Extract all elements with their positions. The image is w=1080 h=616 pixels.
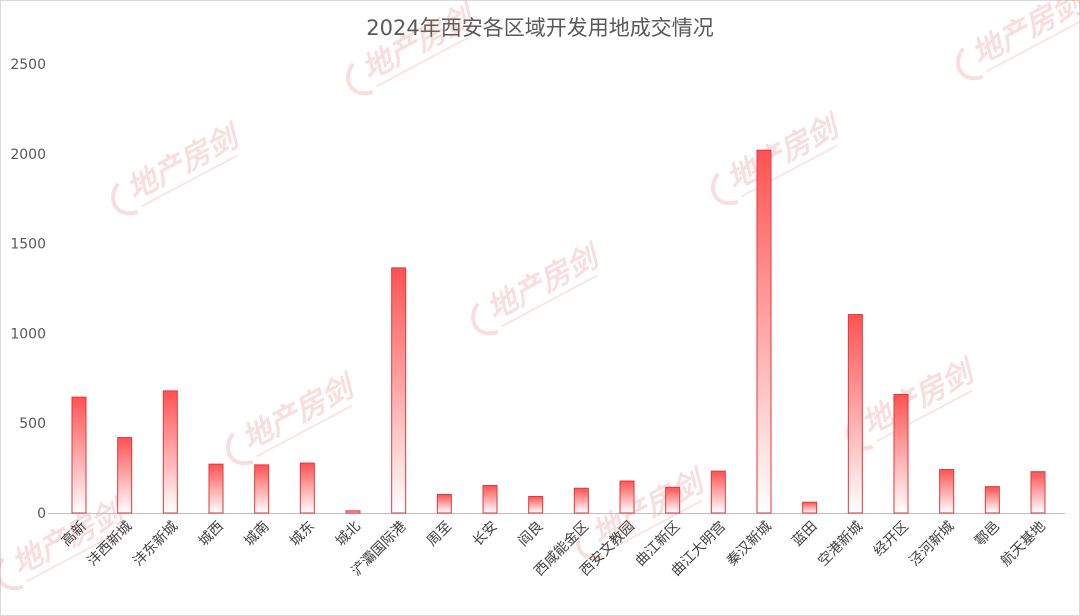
watermark-logo: 地产房剑: [226, 368, 363, 466]
svg-text:地产房剑: 地产房剑: [236, 368, 363, 458]
y-tick-label: 2000: [10, 147, 46, 163]
bar: [528, 495, 544, 514]
x-tick-label: 周至: [424, 519, 455, 550]
bar: [710, 470, 726, 514]
y-tick-label: 500: [19, 416, 46, 432]
x-tick-label: 城南: [241, 519, 272, 550]
x-tick-label: 沣东新城: [130, 519, 181, 570]
bar: [117, 437, 133, 514]
bar: [436, 494, 452, 514]
chart-title: 2024年西安各区域开发用地成交情况: [366, 16, 713, 40]
bar: [208, 463, 224, 514]
y-tick-label: 2500: [10, 57, 46, 73]
bar: [939, 469, 955, 514]
bar: [299, 462, 315, 514]
x-tick-label: 鄠邑: [972, 519, 1003, 550]
x-tick-label: 空港新城: [815, 519, 866, 570]
bar: [391, 267, 407, 514]
x-tick-label: 经开区: [871, 519, 912, 560]
bar: [482, 485, 498, 514]
bar: [345, 510, 361, 514]
bar: [756, 149, 772, 514]
bar: [847, 314, 863, 514]
bar: [665, 486, 681, 514]
bar: [162, 390, 178, 514]
bar: [984, 486, 1000, 514]
x-tick-label: 航天基地: [997, 518, 1049, 570]
bar: [802, 501, 818, 514]
x-tick-label: 秦汉新城: [724, 519, 775, 570]
svg-text:地产房剑: 地产房剑: [121, 118, 248, 208]
bars-group: [71, 149, 1046, 514]
watermark-logo: 地产房剑: [711, 108, 848, 206]
svg-text:地产房剑: 地产房剑: [481, 238, 608, 328]
x-tick-label: 城西: [196, 519, 227, 550]
x-tick-label: 长安: [470, 519, 501, 550]
svg-text:地产房剑: 地产房剑: [721, 108, 848, 198]
bar: [71, 396, 87, 514]
bar: [893, 393, 909, 514]
bar: [619, 480, 635, 514]
watermark-logo: 地产房剑: [346, 0, 483, 96]
x-tick-label: 泾河新城: [907, 519, 958, 570]
y-tick-label: 0: [37, 506, 46, 522]
svg-text:地产房剑: 地产房剑: [356, 0, 483, 87]
x-tick-label: 阎良: [515, 519, 546, 550]
watermark-logo: 地产房剑: [471, 238, 608, 336]
watermark-logo: 地产房剑: [956, 0, 1080, 81]
watermark-logo: 地产房剑: [111, 118, 248, 216]
bar: [573, 487, 589, 514]
x-tick-label: 城东: [287, 519, 318, 550]
svg-text:地产房剑: 地产房剑: [856, 353, 983, 443]
bar: [254, 464, 270, 514]
x-tick-label: 城北: [333, 519, 364, 550]
y-tick-label: 1500: [10, 237, 46, 253]
svg-text:地产房剑: 地产房剑: [966, 0, 1080, 72]
y-tick-label: 1000: [10, 326, 46, 342]
y-axis: 0 500 1000 1500 2000 2500: [10, 57, 46, 522]
bar: [1030, 471, 1046, 514]
x-tick-label: 蓝田: [789, 519, 820, 550]
